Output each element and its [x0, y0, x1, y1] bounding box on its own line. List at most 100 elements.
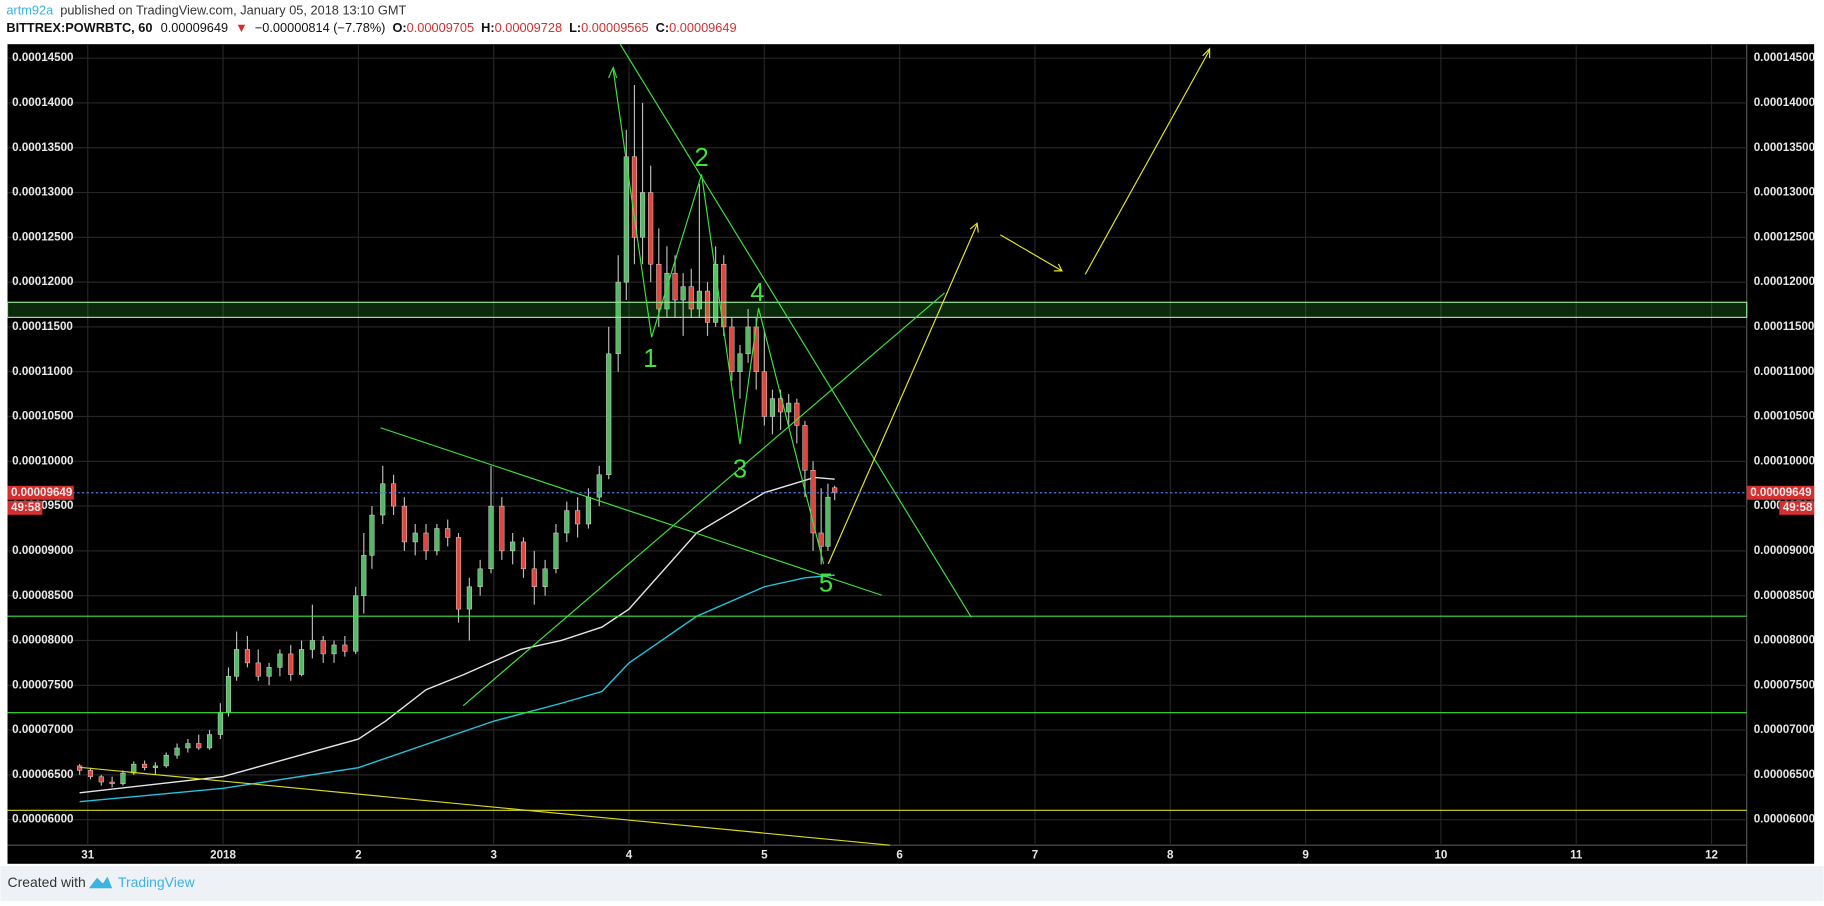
y-tick-label: 0.00008500 — [12, 589, 73, 602]
footer-text: Created with — [8, 874, 86, 890]
y-tick-label: 0.00012000 — [12, 275, 73, 288]
candle-body — [656, 263, 662, 310]
candle-body — [196, 743, 202, 749]
candle-body — [729, 326, 735, 372]
candle-body — [255, 662, 261, 677]
o-label: O: — [392, 20, 406, 35]
brand-logo[interactable] — [88, 876, 113, 889]
o-value: 0.00009705 — [407, 20, 474, 35]
arrow-head — [969, 222, 979, 233]
y-tick-label: 0.00013000 — [12, 186, 73, 199]
candle-body — [510, 541, 516, 552]
y-tick-label: 0.00006000 — [12, 813, 73, 826]
last-price-box — [7, 485, 74, 500]
y-tick-label: 0.00014000 — [1754, 96, 1815, 109]
candle-body — [174, 747, 180, 756]
candle-body — [217, 711, 223, 735]
candle-body — [380, 483, 386, 516]
projection-arrow — [827, 224, 978, 565]
candle-body — [206, 734, 213, 749]
candle-body — [342, 644, 348, 652]
candle-body — [185, 743, 191, 749]
candle-body — [631, 156, 637, 238]
wave-label: 2 — [694, 144, 708, 172]
candle-body — [477, 568, 483, 587]
x-tick-label: 7 — [1032, 849, 1038, 862]
change: −0.00000814 (−7.78%) — [255, 20, 386, 35]
y-tick-label: 0.00011500 — [12, 320, 73, 333]
wave-label: 1 — [643, 345, 657, 373]
countdown-box — [1779, 500, 1815, 515]
candle-body — [553, 532, 559, 570]
y-tick-label: 0.00008500 — [1754, 589, 1815, 602]
candle-body — [672, 272, 678, 301]
y-tick-label: 0.00006500 — [1754, 768, 1815, 781]
last-price-label: 0.00009649 — [1750, 486, 1812, 499]
candle-body — [234, 649, 240, 677]
trend-line — [462, 292, 945, 707]
candle-body — [818, 532, 824, 547]
x-tick-label: 4 — [626, 849, 633, 862]
wave-label: 5 — [819, 570, 833, 598]
candle-body — [542, 568, 548, 587]
y-tick-label: 0.00011000 — [12, 365, 73, 378]
y-tick-label: 0.00010000 — [1754, 454, 1815, 467]
countdown: 49:58 — [1783, 501, 1813, 514]
y-tick-label: 0.00013500 — [12, 141, 73, 154]
l-label: L: — [569, 20, 581, 35]
x-tick-label: 10 — [1434, 849, 1447, 862]
candle-body — [520, 541, 527, 570]
author[interactable]: artm92a — [6, 3, 54, 18]
candle-body — [353, 595, 359, 652]
arrow-head — [1053, 263, 1063, 272]
candle-body — [423, 532, 429, 552]
y-tick-label: 0.00011500 — [1754, 320, 1815, 333]
brand[interactable]: TradingView — [118, 874, 196, 890]
projection-arrow — [1084, 49, 1211, 275]
candle-body — [298, 649, 305, 675]
candle-body — [737, 353, 743, 372]
candle-body — [412, 532, 418, 543]
plot — [77, 85, 838, 803]
candle-body — [331, 644, 337, 655]
candle-body — [832, 487, 838, 493]
y-tick-label: 0.00010500 — [12, 410, 73, 423]
candle-body — [648, 192, 654, 265]
resistance-zone — [6, 301, 1748, 318]
candle-body — [77, 765, 83, 771]
candle-body — [769, 398, 776, 417]
candle-body — [680, 286, 686, 301]
candle-body — [696, 290, 702, 310]
arrow-head — [608, 65, 618, 79]
candle-body — [244, 649, 250, 664]
candle-body — [639, 192, 646, 238]
y-tick-label: 0.00012500 — [12, 230, 73, 243]
y-tick-label: 0.00013500 — [1754, 141, 1815, 154]
projection-arrow — [1000, 234, 1063, 272]
candle-body — [825, 496, 831, 547]
trend-line — [619, 43, 972, 618]
y-tick-label: 0.00010500 — [1754, 410, 1815, 423]
candle-body — [455, 537, 462, 610]
candle-body — [320, 640, 326, 655]
y-tick-label: 0.00014500 — [12, 51, 73, 64]
candle-body — [596, 474, 602, 498]
candle-body — [564, 510, 570, 534]
header-bg — [0, 0, 1824, 40]
y-tick-label: 0.00012000 — [1754, 275, 1815, 288]
y-tick-label: 0.00007000 — [12, 723, 73, 736]
h-value: 0.00009728 — [495, 20, 562, 35]
candle-body — [87, 770, 94, 777]
candle-body — [120, 772, 126, 785]
y-tick-label: 0.00007000 — [1754, 723, 1815, 736]
symbol-line: BITTREX:POWRBTC, 60 0.00009649 ▼ −0.0000… — [6, 20, 736, 35]
candle-body — [786, 402, 792, 413]
x-tick-label: 2 — [355, 849, 361, 862]
published: published on TradingView.com, January 05… — [60, 3, 406, 18]
candle-body — [445, 528, 451, 538]
x-tick-label: 3 — [490, 849, 497, 862]
wave-label: 3 — [733, 456, 747, 484]
y-tick-label: 0.00009000 — [12, 544, 73, 557]
